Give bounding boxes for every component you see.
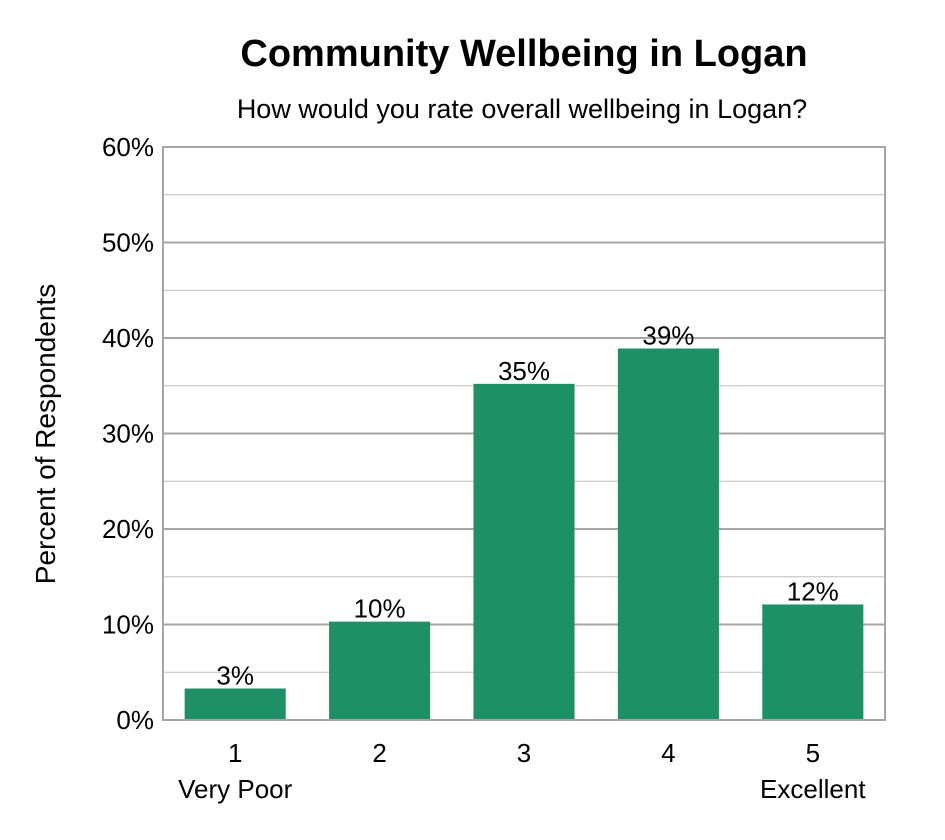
bars-layer [184, 348, 864, 720]
y-tick-label: 30% [102, 419, 154, 449]
y-tick-label: 10% [102, 610, 154, 640]
bar-data-label: 3% [216, 660, 254, 690]
labels-layer: 0% 10% 20% 30% 40% 50% 60% 3% 1 Very Poor 10% 2 35% 3… [102, 132, 866, 804]
y-tick-label: 0% [116, 705, 154, 735]
y-tick-label: 40% [102, 323, 154, 353]
bar-data-label: 39% [642, 321, 694, 351]
y-tick-label: 60% [102, 132, 154, 162]
x-category-sublabel: Excellent [760, 774, 866, 804]
bar [473, 383, 575, 720]
chart-title: Community Wellbeing in Logan [240, 33, 807, 75]
x-tick-label: 5 [806, 738, 820, 768]
x-tick-label: 4 [661, 738, 675, 768]
y-tick-label: 20% [102, 514, 154, 544]
bar-data-label: 12% [787, 576, 839, 606]
bar-data-label: 10% [354, 594, 406, 624]
x-tick-label: 3 [517, 738, 531, 768]
bar-data-label: 35% [498, 356, 550, 386]
bar [617, 348, 719, 720]
bar [184, 688, 286, 720]
x-tick-label: 2 [372, 738, 386, 768]
plot-frame [162, 146, 886, 721]
y-axis-label: Percent of Respondents [30, 284, 61, 584]
bar [762, 604, 864, 720]
x-category-sublabel: Very Poor [178, 774, 293, 804]
x-tick-label: 1 [228, 738, 242, 768]
y-tick-label: 50% [102, 228, 154, 258]
chart-subtitle: How would you rate overall wellbeing in … [237, 94, 807, 124]
bar [329, 621, 431, 720]
